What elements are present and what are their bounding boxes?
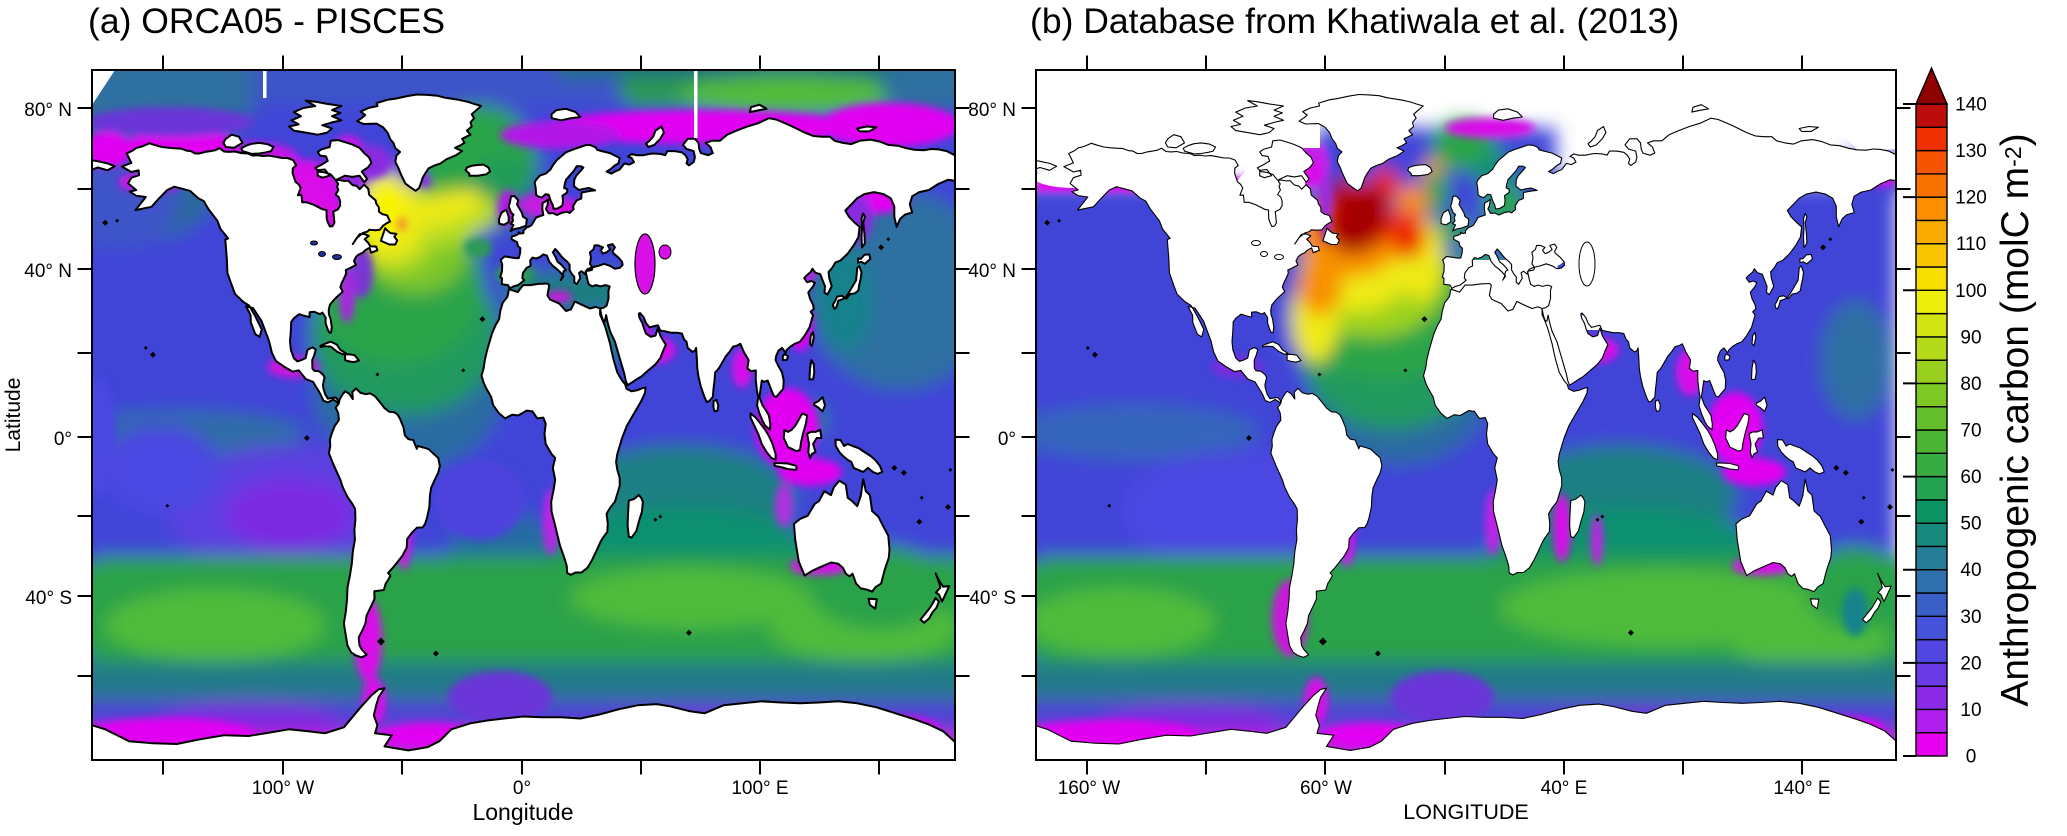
svg-text:20: 20 xyxy=(1960,653,1981,674)
svg-text:40: 40 xyxy=(1960,560,1981,581)
svg-text:60: 60 xyxy=(1960,467,1981,488)
svg-text:Longitude: Longitude xyxy=(472,799,573,825)
svg-text:130: 130 xyxy=(1955,141,1987,162)
svg-text:110: 110 xyxy=(1956,234,1986,255)
svg-text:100° E: 100° E xyxy=(731,778,788,799)
svg-text:40° S: 40° S xyxy=(969,588,1016,609)
svg-text:0°: 0° xyxy=(54,429,72,450)
svg-text:Anthropogenic carbon (molC m-2: Anthropogenic carbon (molC m-2) xyxy=(1994,133,2037,706)
svg-text:80° N: 80° N xyxy=(24,100,72,121)
svg-text:Latitude: Latitude xyxy=(2,378,25,453)
svg-text:30: 30 xyxy=(1960,607,1981,628)
svg-text:(b) Database from Khatiwala et: (b) Database from Khatiwala et al. (2013… xyxy=(1030,1,1679,41)
svg-text:80: 80 xyxy=(1960,374,1981,395)
svg-text:0: 0 xyxy=(1966,747,1977,768)
svg-text:100° W: 100° W xyxy=(252,778,315,799)
svg-text:(a) ORCA05 - PISCES: (a) ORCA05 - PISCES xyxy=(88,1,445,41)
svg-text:40° N: 40° N xyxy=(24,261,72,282)
svg-text:140° E: 140° E xyxy=(1773,778,1830,799)
svg-text:40° S: 40° S xyxy=(25,588,72,609)
svg-text:0°: 0° xyxy=(513,778,531,799)
svg-text:10: 10 xyxy=(1960,700,1981,721)
svg-text:90: 90 xyxy=(1960,327,1981,348)
svg-text:40° N: 40° N xyxy=(968,261,1016,282)
svg-text:100: 100 xyxy=(1955,281,1987,302)
svg-text:160° W: 160° W xyxy=(1058,778,1121,799)
svg-text:40° E: 40° E xyxy=(1541,778,1588,799)
svg-text:50: 50 xyxy=(1960,514,1981,535)
svg-text:70: 70 xyxy=(1960,421,1981,442)
svg-text:120: 120 xyxy=(1955,188,1987,209)
svg-text:140: 140 xyxy=(1955,95,1987,116)
svg-text:LONGITUDE: LONGITUDE xyxy=(1403,800,1528,824)
svg-text:80° N: 80° N xyxy=(968,100,1016,121)
svg-text:60° W: 60° W xyxy=(1300,778,1352,799)
svg-text:0°: 0° xyxy=(998,429,1016,450)
